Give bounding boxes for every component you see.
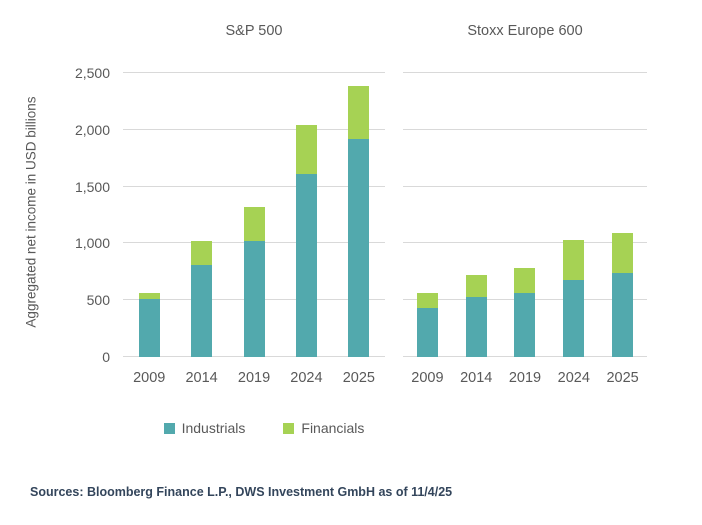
x-axis-labels-stoxx: 2009 2014 2019 2024 2025 (403, 370, 647, 386)
sources-note: Sources: Bloomberg Finance L.P., DWS Inv… (30, 485, 453, 499)
bar-stack (514, 268, 536, 357)
bar-segment-industrials (416, 308, 438, 357)
y-tick-label: 2,500 (74, 65, 110, 81)
bars (403, 73, 647, 357)
gridline (403, 242, 647, 244)
x-tick-label: 2024 (290, 370, 323, 386)
bar-segment-industrials (563, 279, 585, 357)
bar-segment-industrials (191, 264, 213, 357)
bar-segment-financials (295, 125, 317, 174)
x-tick-label: 2019 (508, 370, 542, 386)
bar-segment-industrials (243, 241, 265, 357)
bar-2025 (333, 73, 385, 357)
bar-2019 (501, 73, 550, 357)
bar-2009 (123, 73, 175, 357)
gridline (403, 72, 647, 73)
bar-stack (612, 232, 634, 357)
bar-segment-industrials (612, 272, 634, 357)
y-tick-label: 0 (102, 349, 110, 365)
y-tick-label: 2,000 (74, 121, 110, 138)
bar-2014 (452, 73, 501, 357)
bar-segment-industrials (348, 139, 370, 357)
bar-segment-financials (243, 207, 265, 242)
bars (123, 73, 385, 357)
legend-item-industrials: Industrials (163, 420, 246, 436)
legend: Industrials Financials (123, 420, 405, 436)
gridline (403, 185, 647, 187)
industrials-swatch-icon (163, 422, 175, 434)
gridline (123, 72, 385, 73)
legend-label-industrials: Industrials (181, 420, 246, 436)
x-axis-labels-sp500: 2009 2014 2019 2024 2025 (123, 370, 385, 386)
gridline (123, 128, 385, 130)
x-tick-label: 2009 (411, 370, 444, 386)
bar-stack (138, 292, 160, 357)
bar-2024 (549, 73, 598, 357)
x-tick-label: 2014 (185, 370, 218, 386)
bar-2019 (228, 73, 280, 357)
plot-stoxx (403, 72, 647, 357)
bar-stack (191, 240, 213, 357)
bar-segment-financials (514, 268, 536, 293)
x-tick-label: 2024 (557, 370, 590, 386)
bar-segment-financials (138, 292, 160, 300)
bar-segment-financials (612, 232, 634, 273)
gridline (403, 128, 647, 130)
x-tick-label: 2009 (133, 370, 166, 386)
bar-segment-financials (191, 240, 213, 265)
legend-label-financials: Financials (301, 420, 365, 436)
y-tick-label: 1,000 (74, 235, 110, 252)
bar-2009 (403, 73, 452, 357)
bar-stack (243, 207, 265, 357)
panel-title-sp500: S&P 500 (225, 23, 283, 39)
x-tick-label: 2014 (460, 370, 493, 386)
bar-segment-financials (563, 240, 585, 280)
bar-2025 (598, 73, 647, 357)
bar-stack (295, 125, 317, 357)
bar-segment-financials (348, 85, 370, 140)
bar-segment-financials (465, 275, 487, 297)
bar-stack (416, 293, 438, 357)
bar-segment-industrials (514, 292, 536, 357)
financials-swatch-icon (283, 422, 295, 434)
bar-stack (563, 240, 585, 357)
x-tick-label: 2025 (606, 370, 639, 386)
gridline (123, 185, 385, 187)
bar-segment-industrials (138, 299, 160, 357)
panel-title-stoxx: Stoxx Europe 600 (467, 23, 583, 39)
y-axis-label: Aggregated net income in USD billions (23, 96, 39, 328)
bar-stack (465, 275, 487, 357)
x-tick-label: 2019 (237, 370, 271, 386)
bar-segment-financials (416, 293, 438, 309)
x-tick-label: 2025 (342, 370, 375, 386)
bar-segment-industrials (295, 173, 317, 357)
bar-2024 (280, 73, 332, 357)
bar-segment-industrials (465, 296, 487, 357)
bar-2014 (175, 73, 227, 357)
bar-stack (348, 85, 370, 357)
y-tick-label: 500 (86, 292, 110, 309)
y-tick-label: 1,500 (74, 178, 110, 195)
plot-sp500 (123, 72, 385, 357)
legend-item-financials: Financials (283, 420, 364, 436)
